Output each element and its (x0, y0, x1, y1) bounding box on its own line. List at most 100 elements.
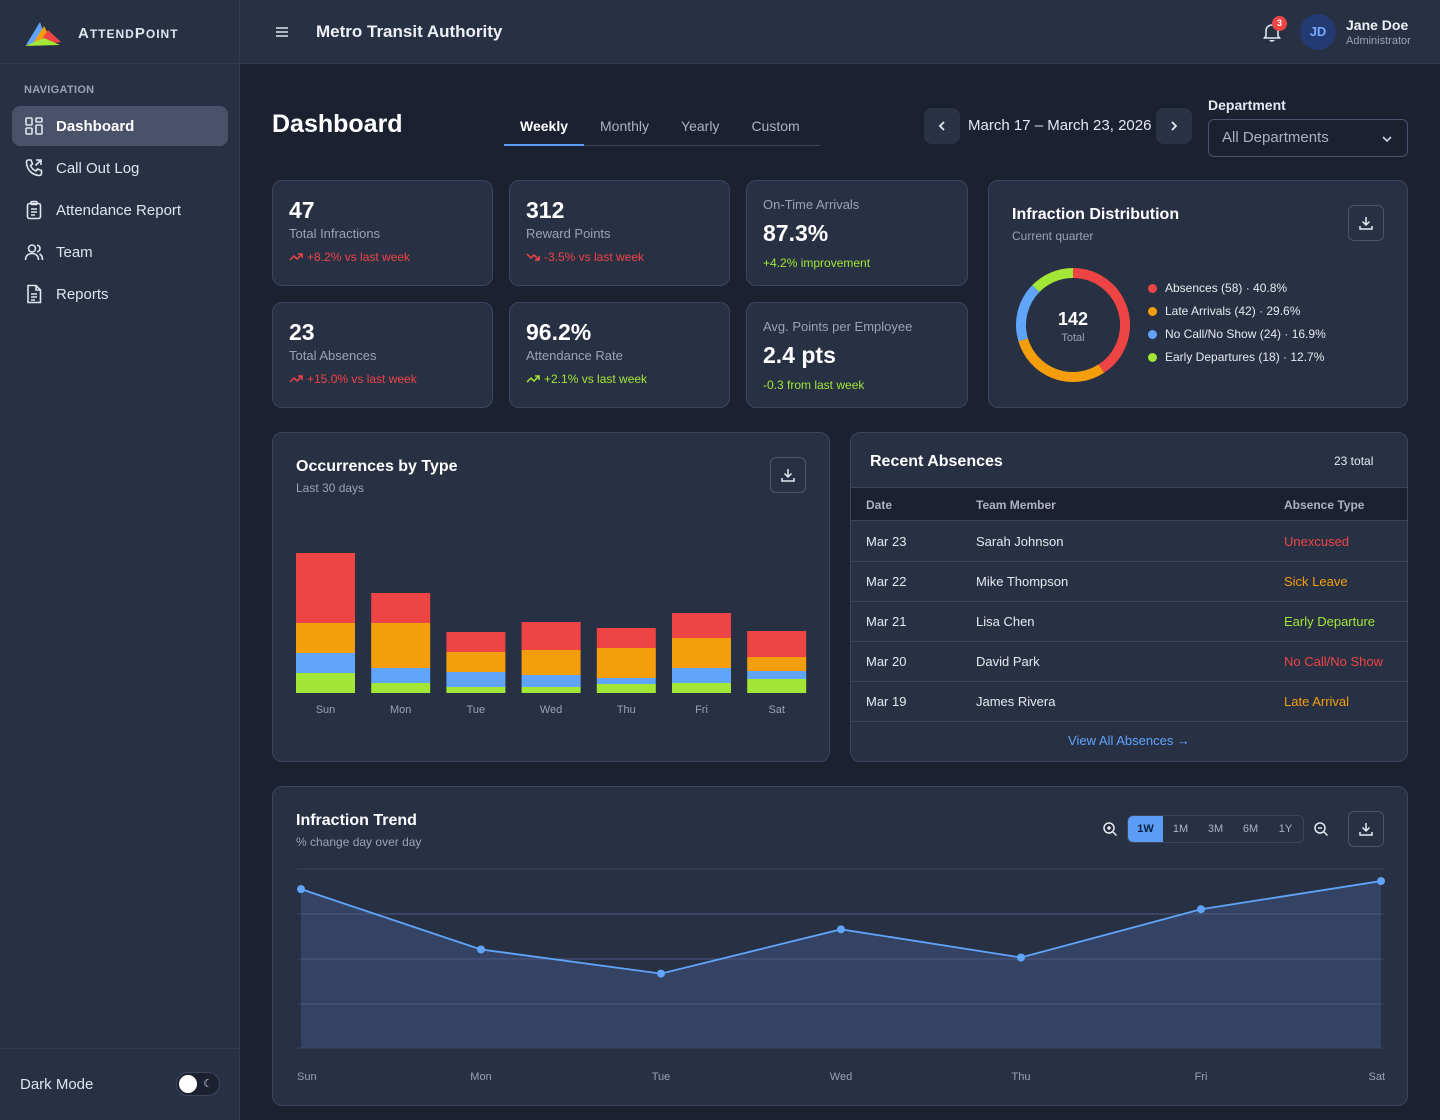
x-tick-label: Mon (470, 1071, 491, 1083)
infraction-trend-card: Infraction Trend % change day over day 1… (272, 786, 1408, 1106)
legend-dot (1148, 283, 1157, 293)
logo[interactable]: ATTENDPOINT (24, 16, 179, 50)
tab-yearly[interactable]: Yearly (681, 118, 720, 134)
sidebar-item-attendance-report[interactable]: Attendance Report (12, 190, 228, 230)
sidebar-item-dashboard[interactable]: Dashboard (12, 106, 228, 146)
user-name: Jane Doe (1346, 17, 1409, 33)
infraction-distribution-card: Infraction Distribution Current quarter … (988, 180, 1408, 408)
table-row[interactable]: Mar 19 James Rivera Late Arrival (851, 682, 1407, 722)
zoom-out-icon[interactable] (1313, 821, 1329, 837)
bar-segment-sun (296, 623, 355, 653)
card-title: Recent Absences (870, 453, 1003, 470)
range-3m-button[interactable]: 3M (1207, 823, 1224, 835)
bar-segment-wed (521, 675, 581, 687)
notification-badge: 3 (1272, 16, 1287, 31)
previous-week-button[interactable] (924, 108, 960, 144)
legend-dot (1148, 329, 1157, 339)
download-button[interactable] (1348, 811, 1384, 847)
page-title: Dashboard (272, 110, 403, 138)
table-row[interactable]: Mar 20 David Park No Call/No Show (851, 642, 1407, 682)
sidebar-item-label: Team (56, 243, 93, 261)
legend-item: Late Arrivals (42) · 29.6% (1148, 304, 1300, 318)
tab-monthly[interactable]: Monthly (600, 118, 650, 134)
view-all-absences-link[interactable]: View All Absences → (1068, 733, 1190, 748)
trend-up-icon (526, 375, 540, 383)
stat-delta: +15.0% vs last week (289, 372, 417, 386)
legend-dot (1148, 306, 1157, 316)
stat-label: On-Time Arrivals (763, 197, 860, 212)
department-select[interactable]: All Departments (1208, 119, 1408, 157)
legend-item: No Call/No Show (24) · 16.9% (1148, 327, 1326, 341)
toggle-knob (179, 1075, 197, 1093)
tab-weekly[interactable]: Weekly (504, 108, 584, 146)
range-6m-button[interactable]: 6M (1242, 823, 1259, 835)
bar-segment-fri (672, 668, 731, 683)
trend-up-icon (289, 375, 303, 383)
bar-segment-fri (672, 613, 731, 638)
x-tick-label: Sun (316, 704, 336, 716)
next-week-button[interactable] (1156, 108, 1192, 144)
donut-slice-late-arrivals (1018, 338, 1105, 382)
dark-mode-toggle[interactable]: ☾ (176, 1072, 220, 1096)
sidebar-item-call-out-log[interactable]: Call Out Log (12, 148, 228, 188)
column-header-member: Team Member (976, 498, 1056, 512)
legend-item: Absences (58) · 40.8% (1148, 281, 1287, 295)
occurrences-bar-chart: Sun Mon Tue Wed Thu Fri Sat (296, 553, 807, 716)
date-range-label: March 17 – March 23, 2026 (968, 117, 1152, 134)
stat-card-avg-points: Avg. Points per Employee 2.4 pts -0.3 fr… (746, 302, 968, 408)
sidebar-item-label: Reports (56, 285, 109, 303)
organization-name: Metro Transit Authority (316, 22, 503, 41)
card-title: Infraction Trend (296, 812, 417, 829)
download-button[interactable] (770, 457, 806, 493)
cell-member: Lisa Chen (976, 614, 1035, 629)
trend-point-mon (477, 945, 485, 954)
table-row[interactable]: Mar 22 Mike Thompson Sick Leave (851, 562, 1407, 602)
stat-delta: +4.2% improvement (763, 256, 871, 270)
sidebar-item-team[interactable]: Team (12, 232, 228, 272)
sidebar-item-reports[interactable]: Reports (12, 274, 228, 314)
range-1m-button[interactable]: 1M (1172, 823, 1189, 835)
zoom-in-icon[interactable] (1102, 821, 1118, 837)
sidebar: ATTENDPOINT NAVIGATION Dashboard Call Ou… (0, 0, 240, 1120)
cell-date: Mar 21 (866, 614, 907, 629)
range-1y-button[interactable]: 1Y (1278, 823, 1293, 835)
period-tabs: Weekly Monthly Yearly Custom (504, 108, 820, 146)
trend-point-tue (657, 969, 665, 978)
stat-value: 23 (289, 319, 315, 345)
bar-segment-sat (747, 671, 807, 679)
bar-segment-sun (296, 553, 355, 623)
logo-text: ATTENDPOINT (78, 24, 179, 42)
bar-segment-thu (596, 684, 656, 693)
stat-label: Reward Points (526, 226, 611, 241)
stat-delta: -0.3 from last week (763, 378, 865, 392)
sidebar-item-label: Attendance Report (56, 201, 182, 219)
table-header: Date Team Member Absence Type (851, 487, 1407, 521)
cell-type: Sick Leave (1284, 574, 1348, 589)
bar-segment-sat (747, 679, 807, 693)
chevron-down-icon (1382, 136, 1392, 143)
trend-down-icon (526, 253, 540, 261)
stat-label: Total Infractions (289, 226, 381, 241)
bar-segment-sat (747, 657, 807, 671)
cell-date: Mar 19 (866, 694, 907, 709)
top-header: Metro Transit Authority 3 JD Jane Doe Ad… (240, 0, 1440, 64)
table-row[interactable]: Mar 21 Lisa Chen Early Departure (851, 602, 1407, 642)
cell-date: Mar 22 (866, 574, 907, 589)
moon-icon: ☾ (203, 1078, 213, 1090)
time-range-selector: 1W 1M 3M 6M 1Y (1127, 815, 1304, 843)
dark-mode-label: Dark Mode (20, 1075, 94, 1093)
donut-total: 142 (1058, 309, 1088, 329)
download-icon (781, 469, 795, 482)
bar-segment-wed (521, 650, 581, 675)
stat-card-attendance-rate: 96.2% Attendance Rate +2.1% vs last week (509, 302, 730, 408)
hamburger-menu-icon[interactable] (274, 22, 290, 42)
bar-segment-tue (446, 687, 506, 693)
download-button[interactable] (1348, 205, 1384, 241)
range-1w-button[interactable]: 1W (1128, 816, 1163, 842)
bar-segment-tue (446, 632, 506, 652)
tab-custom[interactable]: Custom (751, 118, 800, 134)
avatar[interactable]: JD (1300, 14, 1336, 50)
table-row[interactable]: Mar 23 Sarah Johnson Unexcused (851, 522, 1407, 562)
column-header-date: Date (866, 498, 893, 512)
bar-segment-tue (446, 672, 506, 687)
